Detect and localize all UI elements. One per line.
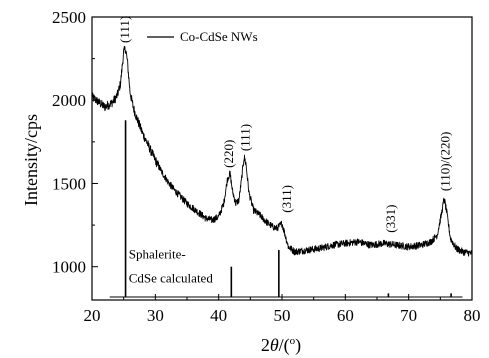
x-tick-label: 20 [84,306,101,325]
reference-annotation: Sphalerite- CdSe calculated [129,247,214,286]
x-axis-title-unit-open: /( [279,335,290,356]
legend-label: Co-CdSe NWs [180,29,258,44]
annotation-line-2: CdSe calculated [129,271,214,286]
x-tick-label: 30 [147,306,164,325]
x-axis-title-unit-close: ) [295,335,301,356]
x-tick-label: 50 [274,306,291,325]
y-tick-label: 2000 [52,91,86,110]
peak-label: (220) [221,140,236,168]
peak-label: (111) [117,16,132,43]
y-tick-label: 1500 [52,174,86,193]
x-tick-label: 70 [400,306,417,325]
x-axis-title: 2θ/(o) [261,335,301,356]
peak-label: (311) [279,185,294,213]
series-line-co-cdse-nws [91,45,473,257]
peak-labels: (111)(220)(111)(311)(331)(110)/(220) [117,16,452,233]
x-axis-title-theta: θ [270,335,279,355]
peak-label: (331) [383,205,398,233]
axes: 20 30 40 50 60 70 80 1000 1500 2000 2500 [52,8,481,325]
series-layer [91,45,473,257]
legend: Co-CdSe NWs [147,29,258,44]
y-tick-label: 2500 [52,8,86,27]
y-axis-title: Intensity/cps [21,114,41,206]
x-tick-label: 80 [464,306,481,325]
y-tick-label: 1000 [52,258,86,277]
x-tick-label: 40 [210,306,227,325]
annotation-line-1: Sphalerite- [129,247,186,262]
x-tick-label: 60 [337,306,354,325]
x-axis-title-prefix: 2 [261,335,270,355]
x-axis-title-degree: o [290,335,296,347]
peak-label: (110)/(220) [437,132,452,191]
reference-pattern [109,120,463,298]
peak-label: (111) [237,124,252,151]
